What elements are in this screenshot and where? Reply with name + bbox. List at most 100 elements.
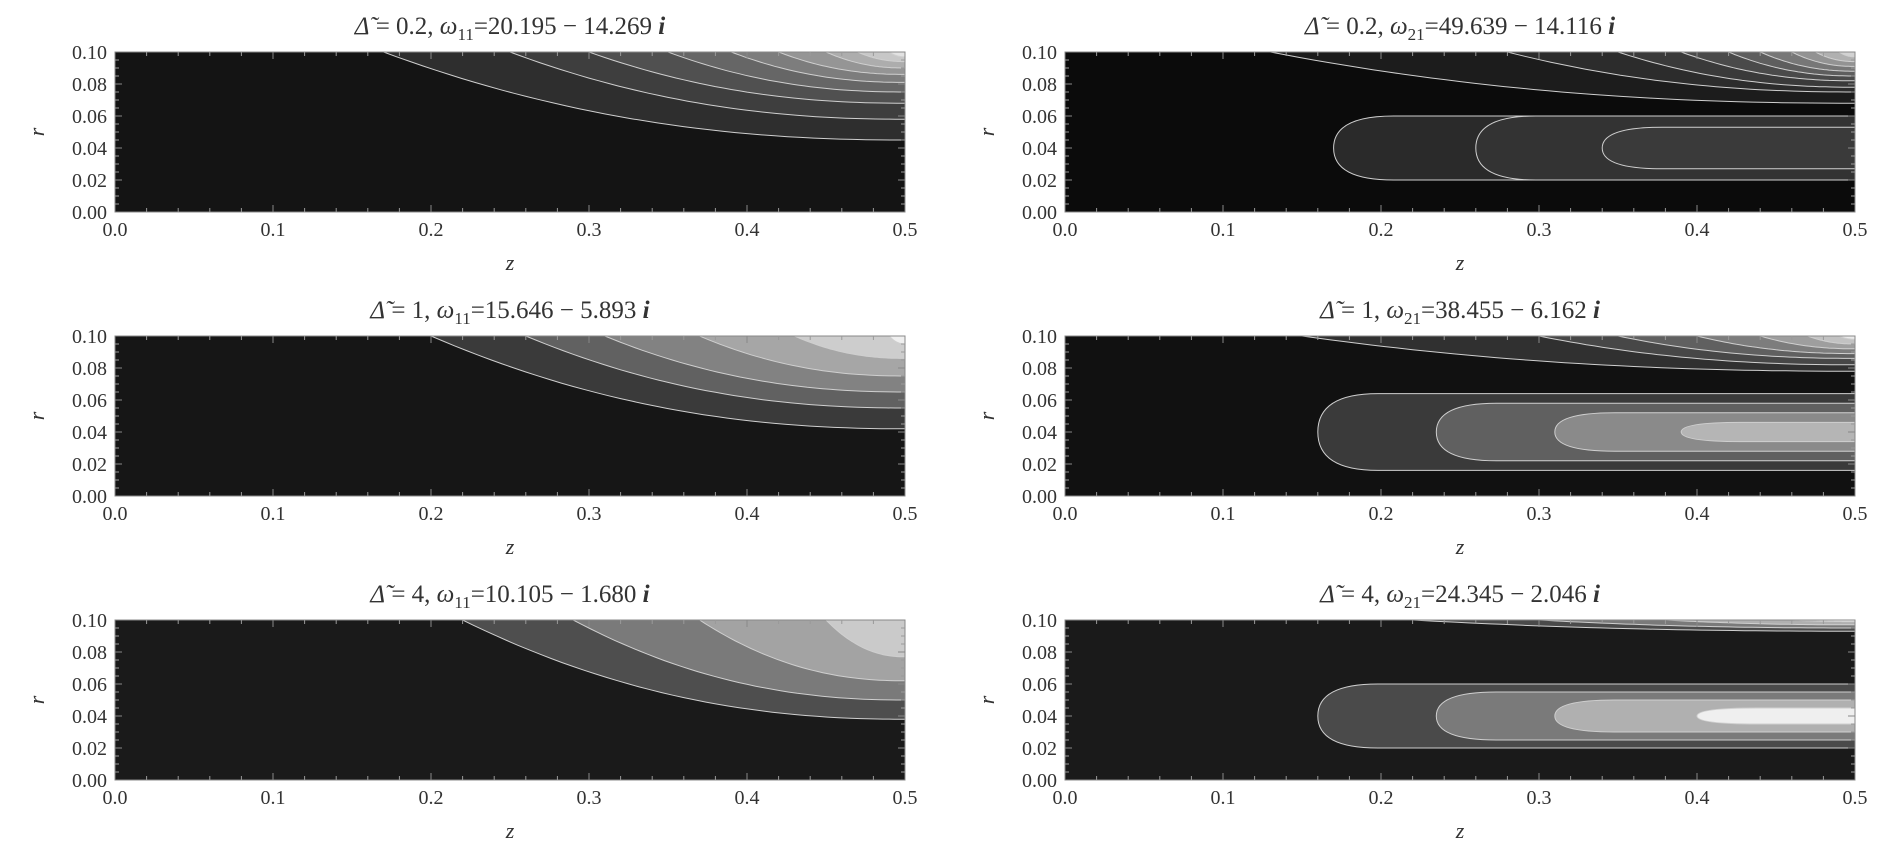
x-tick-label: 0.1 xyxy=(261,787,286,809)
x-tick-label: 0.5 xyxy=(893,219,918,241)
contour-lobe-region xyxy=(1601,126,1855,170)
x-tick-label: 0.4 xyxy=(1685,787,1710,809)
y-axis-label: r xyxy=(24,127,49,136)
contour-level-region xyxy=(1838,336,1855,340)
y-tick-label: 0.08 xyxy=(72,358,107,380)
y-tick-label: 0.06 xyxy=(72,106,107,128)
y-axis-label: r xyxy=(974,695,999,704)
contour-lobe-region xyxy=(1696,707,1855,725)
x-tick-label: 0.0 xyxy=(1053,219,1078,241)
y-axis-label: r xyxy=(974,127,999,136)
x-tick-label: 0.2 xyxy=(419,787,444,809)
y-tick-label: 0.10 xyxy=(1022,326,1057,348)
panel-title: Δ̃ = 0.2, ω11=20.195 − 14.269 i xyxy=(354,13,666,44)
contour-level-region xyxy=(825,620,905,658)
x-tick-label: 0.2 xyxy=(419,503,444,525)
y-tick-label: 0.00 xyxy=(1022,202,1057,224)
y-tick-label: 0.04 xyxy=(72,422,107,444)
y-axis-label: r xyxy=(24,695,49,704)
y-axis-label: r xyxy=(974,411,999,420)
y-tick-label: 0.00 xyxy=(72,486,107,508)
y-tick-label: 0.10 xyxy=(72,326,107,348)
x-tick-label: 0.4 xyxy=(735,503,760,525)
contour-plot: 0.0 0.1 0.2 0.3 0.4 0.5 0.00 0.02 0.04 0.06 0.08 0.… xyxy=(24,13,918,275)
x-tick-label: 0.0 xyxy=(103,503,128,525)
x-tick-label: 0.2 xyxy=(1369,503,1394,525)
contour-lobe-region xyxy=(1680,421,1855,443)
x-tick-label: 0.0 xyxy=(1053,503,1078,525)
x-tick-label: 0.0 xyxy=(103,219,128,241)
x-tick-label: 0.3 xyxy=(577,787,602,809)
x-tick-label: 0.2 xyxy=(1369,219,1394,241)
x-tick-label: 0.5 xyxy=(1843,787,1868,809)
y-tick-label: 0.02 xyxy=(72,738,107,760)
y-tick-label: 0.00 xyxy=(72,770,107,792)
y-tick-label: 0.08 xyxy=(72,642,107,664)
panel-title: Δ̃ = 1, ω21=38.455 − 6.162 i xyxy=(1319,297,1600,328)
panel-title: Δ̃ = 0.2, ω21=49.639 − 14.116 i xyxy=(1304,13,1615,44)
y-tick-label: 0.06 xyxy=(72,674,107,696)
contour-panel: 0.0 0.1 0.2 0.3 0.4 0.5 0.00 0.02 0.04 0.06 0.08 0.… xyxy=(0,284,950,568)
contour-plot: 0.0 0.1 0.2 0.3 0.4 0.5 0.00 0.02 0.04 0.06 0.08 0.… xyxy=(974,581,1868,843)
panel-title: Δ̃ = 4, ω21=24.345 − 2.046 i xyxy=(1319,581,1600,612)
x-tick-label: 0.3 xyxy=(1527,503,1552,525)
panel-title: Δ̃ = 1, ω11=15.646 − 5.893 i xyxy=(369,297,649,328)
x-axis-label: z xyxy=(505,818,515,843)
x-tick-label: 0.1 xyxy=(261,503,286,525)
y-tick-label: 0.06 xyxy=(72,390,107,412)
y-axis-label: r xyxy=(24,411,49,420)
x-tick-label: 0.3 xyxy=(1527,787,1552,809)
y-tick-label: 0.06 xyxy=(1022,106,1057,128)
contour-panel: 0.0 0.1 0.2 0.3 0.4 0.5 0.00 0.02 0.04 0.06 0.08 0.… xyxy=(950,0,1900,284)
y-tick-label: 0.04 xyxy=(72,706,107,728)
x-tick-label: 0.2 xyxy=(1369,787,1394,809)
contour-panel: 0.0 0.1 0.2 0.3 0.4 0.5 0.00 0.02 0.04 0.06 0.08 0.… xyxy=(950,568,1900,852)
y-tick-label: 0.00 xyxy=(1022,770,1057,792)
x-tick-label: 0.1 xyxy=(1211,787,1236,809)
y-tick-label: 0.06 xyxy=(1022,674,1057,696)
x-axis-label: z xyxy=(1455,534,1465,559)
contour-level-region xyxy=(888,52,905,58)
x-tick-label: 0.0 xyxy=(1053,787,1078,809)
x-tick-label: 0.5 xyxy=(1843,219,1868,241)
x-tick-label: 0.0 xyxy=(103,787,128,809)
y-tick-label: 0.00 xyxy=(72,202,107,224)
y-tick-label: 0.06 xyxy=(1022,390,1057,412)
contour-level-region xyxy=(1838,52,1855,58)
y-tick-label: 0.02 xyxy=(72,170,107,192)
contour-plot: 0.0 0.1 0.2 0.3 0.4 0.5 0.00 0.02 0.04 0.06 0.08 0.… xyxy=(24,297,918,559)
contour-panel: 0.0 0.1 0.2 0.3 0.4 0.5 0.00 0.02 0.04 0.06 0.08 0.… xyxy=(0,0,950,284)
y-tick-label: 0.08 xyxy=(72,74,107,96)
y-tick-label: 0.10 xyxy=(72,42,107,64)
x-tick-label: 0.5 xyxy=(893,503,918,525)
x-tick-label: 0.1 xyxy=(261,219,286,241)
x-tick-label: 0.5 xyxy=(893,787,918,809)
y-tick-label: 0.10 xyxy=(72,610,107,632)
x-tick-label: 0.1 xyxy=(1211,503,1236,525)
x-tick-label: 0.4 xyxy=(735,787,760,809)
x-tick-label: 0.1 xyxy=(1211,219,1236,241)
contour-plot: 0.0 0.1 0.2 0.3 0.4 0.5 0.00 0.02 0.04 0.06 0.08 0.… xyxy=(24,581,918,843)
y-tick-label: 0.02 xyxy=(1022,454,1057,476)
y-tick-label: 0.08 xyxy=(1022,74,1057,96)
y-tick-label: 0.10 xyxy=(1022,42,1057,64)
x-tick-label: 0.5 xyxy=(1843,503,1868,525)
x-tick-label: 0.2 xyxy=(419,219,444,241)
x-tick-label: 0.4 xyxy=(1685,503,1710,525)
y-tick-label: 0.10 xyxy=(1022,610,1057,632)
x-tick-label: 0.4 xyxy=(1685,219,1710,241)
y-tick-label: 0.04 xyxy=(1022,706,1057,728)
contour-plot: 0.0 0.1 0.2 0.3 0.4 0.5 0.00 0.02 0.04 0.06 0.08 0.… xyxy=(974,297,1868,559)
x-axis-label: z xyxy=(1455,250,1465,275)
y-tick-label: 0.08 xyxy=(1022,642,1057,664)
y-tick-label: 0.02 xyxy=(1022,738,1057,760)
y-tick-label: 0.02 xyxy=(1022,170,1057,192)
y-tick-label: 0.04 xyxy=(1022,138,1057,160)
contour-plot: 0.0 0.1 0.2 0.3 0.4 0.5 0.00 0.02 0.04 0.06 0.08 0.… xyxy=(974,13,1868,275)
x-tick-label: 0.4 xyxy=(735,219,760,241)
x-tick-label: 0.3 xyxy=(577,219,602,241)
y-tick-label: 0.00 xyxy=(1022,486,1057,508)
x-tick-label: 0.3 xyxy=(1527,219,1552,241)
contour-panel: 0.0 0.1 0.2 0.3 0.4 0.5 0.00 0.02 0.04 0.06 0.08 0.… xyxy=(950,284,1900,568)
contour-panel: 0.0 0.1 0.2 0.3 0.4 0.5 0.00 0.02 0.04 0.06 0.08 0.… xyxy=(0,568,950,852)
